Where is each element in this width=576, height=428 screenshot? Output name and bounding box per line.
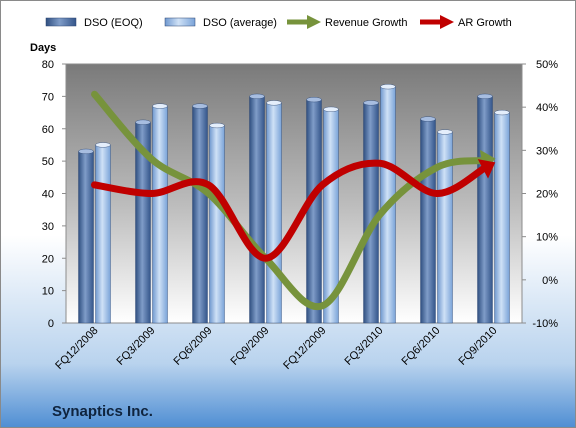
legend-arrowhead-ar-growth [440,15,454,29]
legend-label-ar-growth: AR Growth [458,17,512,29]
right-tick-label: 0% [542,275,558,287]
bar-dso-eoq [78,151,94,324]
line-marks [91,90,496,311]
bar-cap [420,116,436,122]
right-tick-label: 20% [536,189,558,201]
bar-dso-eoq [306,99,322,324]
right-tick-label: 40% [536,102,558,114]
bar-dso-eoq [477,96,493,324]
left-tick-label: 60 [42,124,54,136]
bar-cap [95,142,111,148]
bar-cap [477,93,493,99]
bar-dso-average [209,125,225,324]
bar-cap [78,148,94,155]
bar-dso-average [494,112,510,324]
revenue-growth-line [91,90,488,311]
bar-cap [363,100,379,106]
bar-cap [437,129,453,135]
bar-cap [209,122,225,129]
bar-dso-eoq [192,105,208,324]
bar-cap [494,109,510,116]
legend-arrowhead-revenue-growth [307,15,321,29]
left-tick-label: 80 [42,59,54,71]
bar-dso-eoq [420,118,436,324]
chart-legend: DSO (EOQ) DSO (average) Revenue Growth AR G… [45,15,512,29]
bar-dso-eoq [249,96,265,324]
right-tick-label: -10% [532,318,558,330]
legend-label-dso-eoq-: DSO (EOQ) [84,17,143,29]
company-name: Synaptics Inc. [52,403,153,420]
bar-dso-average [266,102,282,324]
right-tick-label: 50% [536,59,558,71]
bar-cap [266,100,282,106]
bar-dso-eoq [363,102,379,324]
left-axis-ticks: 0 10 20 30 40 50 60 70 80 [42,59,66,330]
bar-dso-average [152,105,168,324]
bar-cap [380,84,396,90]
legend-swatch-dso-average- [164,17,196,27]
bar-dso-average [95,144,111,324]
left-tick-label: 70 [42,91,54,103]
left-axis-title: Days [30,42,56,54]
legend-swatch-dso-eoq- [45,17,77,27]
left-tick-label: 40 [42,189,54,201]
ar-growth-arrowhead [477,159,496,179]
legend-label-dso-average-: DSO (average) [203,17,277,29]
left-tick-label: 30 [42,221,54,233]
bar-marks [78,84,510,324]
bar-cap [249,93,265,99]
right-tick-label: 10% [536,232,558,244]
bar-cap [323,106,339,112]
right-tick-label: 30% [536,145,558,157]
bar-cap [192,103,208,109]
left-tick-label: 0 [48,318,54,330]
left-tick-label: 20 [42,253,54,265]
bar-cap [306,97,322,103]
left-tick-label: 10 [42,286,54,298]
ar-growth-line [91,159,489,262]
legend-label-revenue-growth: Revenue Growth [325,17,408,29]
right-axis-ticks: -10% 0% 10% 20% 30% 40% 50% [522,59,558,330]
bar-cap [135,119,151,125]
left-tick-label: 50 [42,156,54,168]
bar-cap [152,103,168,109]
